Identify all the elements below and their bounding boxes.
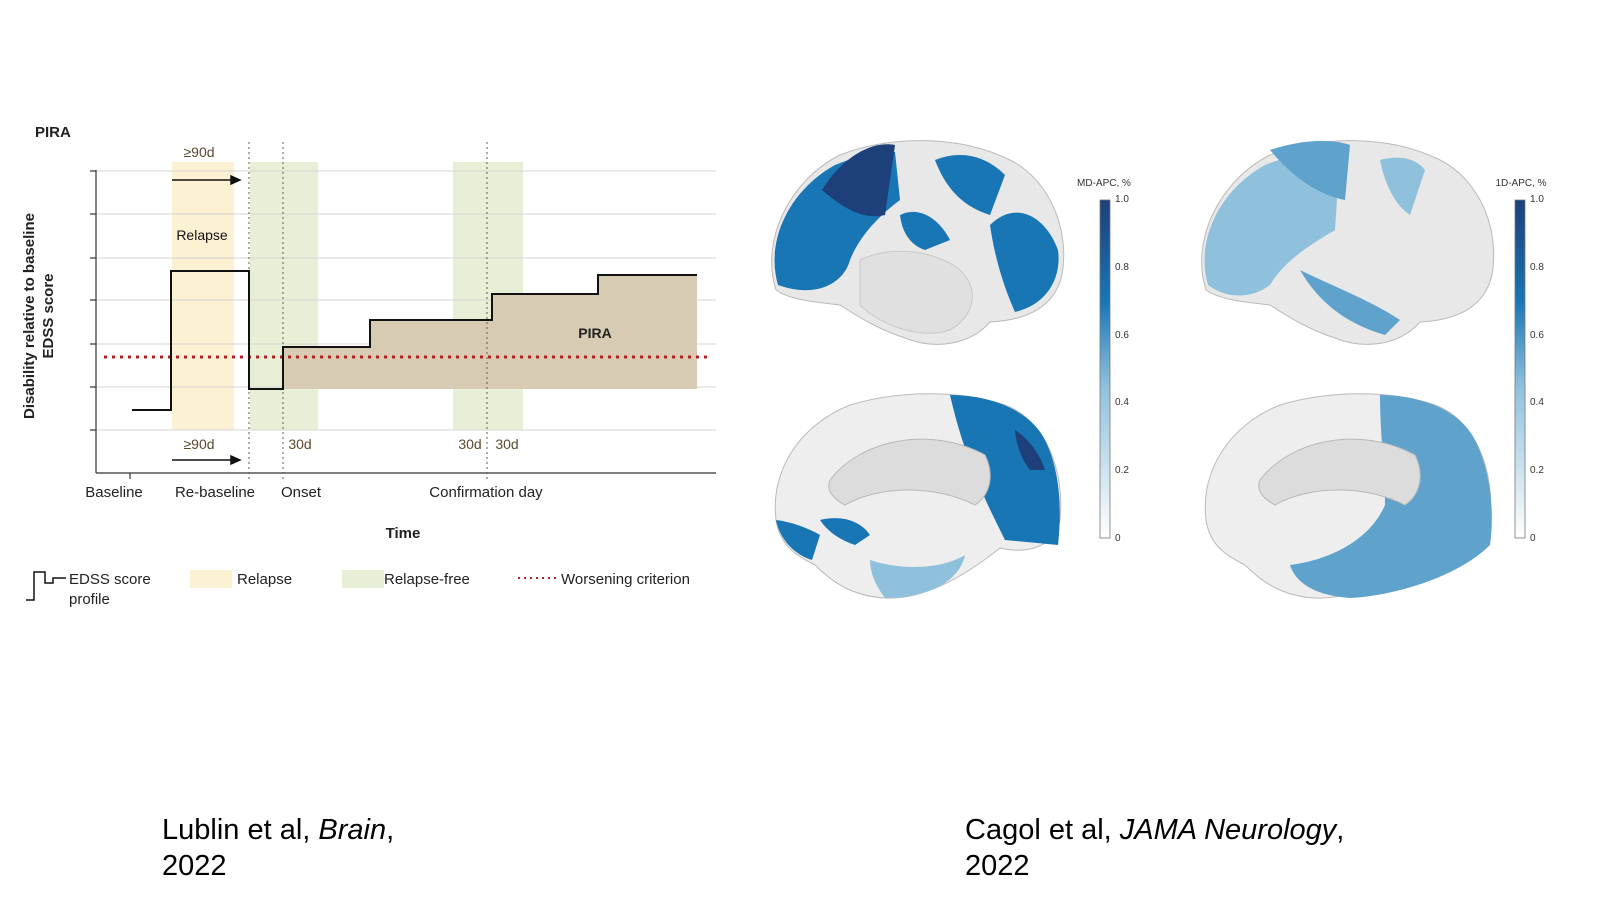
interval-top-label: ≥90d	[183, 144, 214, 160]
x-tick-rebaseline: Re-baseline	[175, 484, 255, 501]
legend-edss-swatch	[26, 571, 66, 601]
left-citation-authors: Lublin et al,	[162, 814, 319, 846]
brain-maps: MD-APC, % 1.0 0.8 0.6 0.4 0.2 0 1D-APC, …	[771, 140, 1547, 599]
left-citation-line1: Lublin et al, Brain,	[162, 812, 394, 848]
legend-relapse-free-label: Relapse-free	[384, 571, 470, 588]
right-citation-journal: JAMA Neurology	[1119, 814, 1337, 846]
colorbar-md-tick-3: 0.6	[1115, 330, 1129, 341]
x-axis-label: Time	[386, 525, 421, 542]
event-markers	[248, 142, 488, 480]
left-citation-journal: Brain	[318, 814, 387, 846]
colorbar-md-tick-4: 0.4	[1115, 397, 1129, 408]
colorbar-1d-tick-2: 0.8	[1530, 262, 1544, 273]
colorbar-1d-tick-5: 0.2	[1530, 465, 1544, 476]
colorbar-md-tick-6: 0	[1115, 533, 1121, 544]
right-citation-authors: Cagol et al,	[965, 814, 1120, 846]
md-apc-lateral-brain	[771, 140, 1065, 345]
legend-worsening-label: Worsening criterion	[561, 571, 690, 588]
pira-area	[283, 275, 697, 389]
legend: EDSS score profile Relapse Relapse-free …	[26, 570, 690, 608]
right-citation-suffix: ,	[1336, 814, 1345, 846]
legend-relapse-free-swatch	[342, 570, 384, 588]
interval-bottom-label: ≥90d	[183, 436, 214, 452]
edss-profile-line	[132, 270, 697, 411]
colorbar-1d-apc: 1D-APC, % 1.0 0.8 0.6 0.4 0.2 0	[1495, 178, 1546, 544]
x-tick-confirmation: Confirmation day	[429, 484, 543, 501]
legend-edss-label-line2: profile	[69, 591, 110, 608]
interval-arrows	[172, 174, 242, 466]
colorbar-md-tick-2: 0.8	[1115, 262, 1129, 273]
1d-apc-lateral-brain	[1201, 140, 1495, 345]
legend-relapse-swatch	[190, 570, 232, 588]
md-apc-medial-brain	[774, 393, 1062, 599]
relapse-band	[172, 162, 234, 430]
left-citation: Lublin et al, Brain, 2022	[162, 812, 394, 884]
colorbar-md-tick-1: 1.0	[1115, 194, 1129, 205]
1d-apc-medial-brain	[1204, 393, 1492, 599]
left-citation-suffix: ,	[386, 814, 395, 846]
colorbar-1d-tick-1: 1.0	[1530, 194, 1544, 205]
left-citation-year: 2022	[162, 850, 227, 882]
right-citation-line1: Cagol et al, JAMA Neurology,	[965, 812, 1344, 848]
colorbar-1d-tick-4: 0.4	[1530, 397, 1544, 408]
right-citation-year: 2022	[965, 850, 1030, 882]
legend-relapse-label: Relapse	[237, 571, 292, 588]
x-tick-onset: Onset	[281, 484, 322, 501]
colorbar-md-tick-5: 0.2	[1115, 465, 1129, 476]
interval-confirm-after-label: 30d	[495, 436, 518, 452]
legend-edss-label-line1: EDSS score	[69, 571, 151, 588]
x-tick-baseline: Baseline	[85, 484, 143, 501]
colorbar-md-apc-title: MD-APC, %	[1077, 178, 1131, 189]
colorbar-1d-tick-3: 0.6	[1530, 330, 1544, 341]
interval-onset-label: 30d	[288, 436, 311, 452]
pira-diagram: PIRA Disability relative to baseline EDS…	[21, 124, 716, 608]
right-citation: Cagol et al, JAMA Neurology, 2022	[965, 812, 1344, 884]
panel-title: PIRA	[35, 124, 71, 141]
colorbar-md-apc: MD-APC, % 1.0 0.8 0.6 0.4 0.2 0	[1077, 178, 1131, 544]
axes	[90, 170, 716, 479]
colorbar-1d-apc-title: 1D-APC, %	[1495, 178, 1546, 189]
y-axis-label-line1: Disability relative to baseline	[21, 213, 38, 419]
colorbar-1d-tick-6: 0	[1530, 533, 1536, 544]
interval-confirm-before-label: 30d	[458, 436, 481, 452]
relapse-label: Relapse	[176, 227, 228, 243]
y-axis-label-line2: EDSS score	[40, 273, 57, 358]
pira-area-label: PIRA	[578, 325, 611, 341]
